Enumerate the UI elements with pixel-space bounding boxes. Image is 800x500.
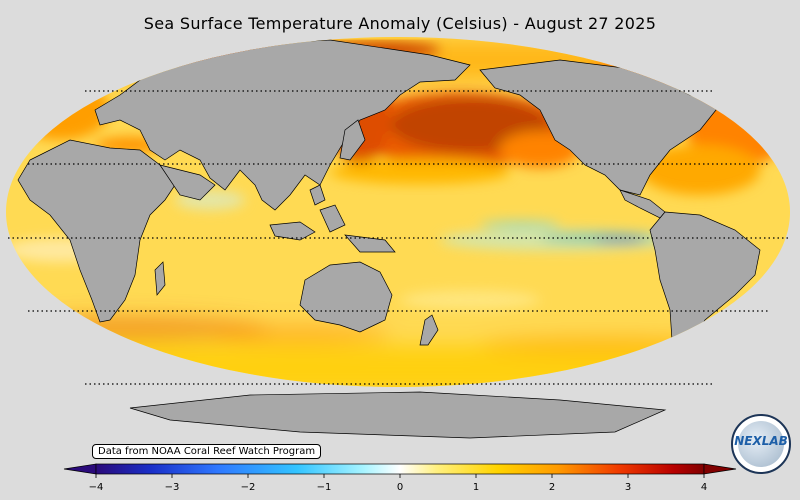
- colorbar-min-arrow: [63, 463, 97, 475]
- latitude-lines: [8, 90, 790, 385]
- colorbar-tick-label: −4: [88, 482, 104, 493]
- colorbar-tick-label: 1: [472, 482, 480, 493]
- colorbar-tick-label: −2: [240, 482, 256, 493]
- colorbar-gradient: [95, 463, 705, 475]
- land-masses: [17, 39, 761, 373]
- logo-text: NEXLAB: [734, 434, 788, 448]
- nexlab-logo: NEXLAB: [731, 414, 791, 474]
- colorbar-tick-label: 4: [700, 482, 708, 493]
- colorbar-tick-label: −3: [164, 482, 180, 493]
- colorbar-tick-label: 0: [396, 482, 404, 493]
- data-source-note: Data from NOAA Coral Reef Watch Program: [92, 444, 322, 459]
- colorbar-tick-label: 3: [624, 482, 632, 493]
- colorbar-max-arrow: [703, 463, 737, 475]
- colorbar-tick-label: −1: [316, 482, 332, 493]
- map-title: Sea Surface Temperature Anomaly (Celsius…: [143, 14, 657, 33]
- colorbar-tick-label: 2: [548, 482, 556, 493]
- colorbar: [63, 463, 737, 478]
- nexlab-globe-logo: [738, 421, 784, 467]
